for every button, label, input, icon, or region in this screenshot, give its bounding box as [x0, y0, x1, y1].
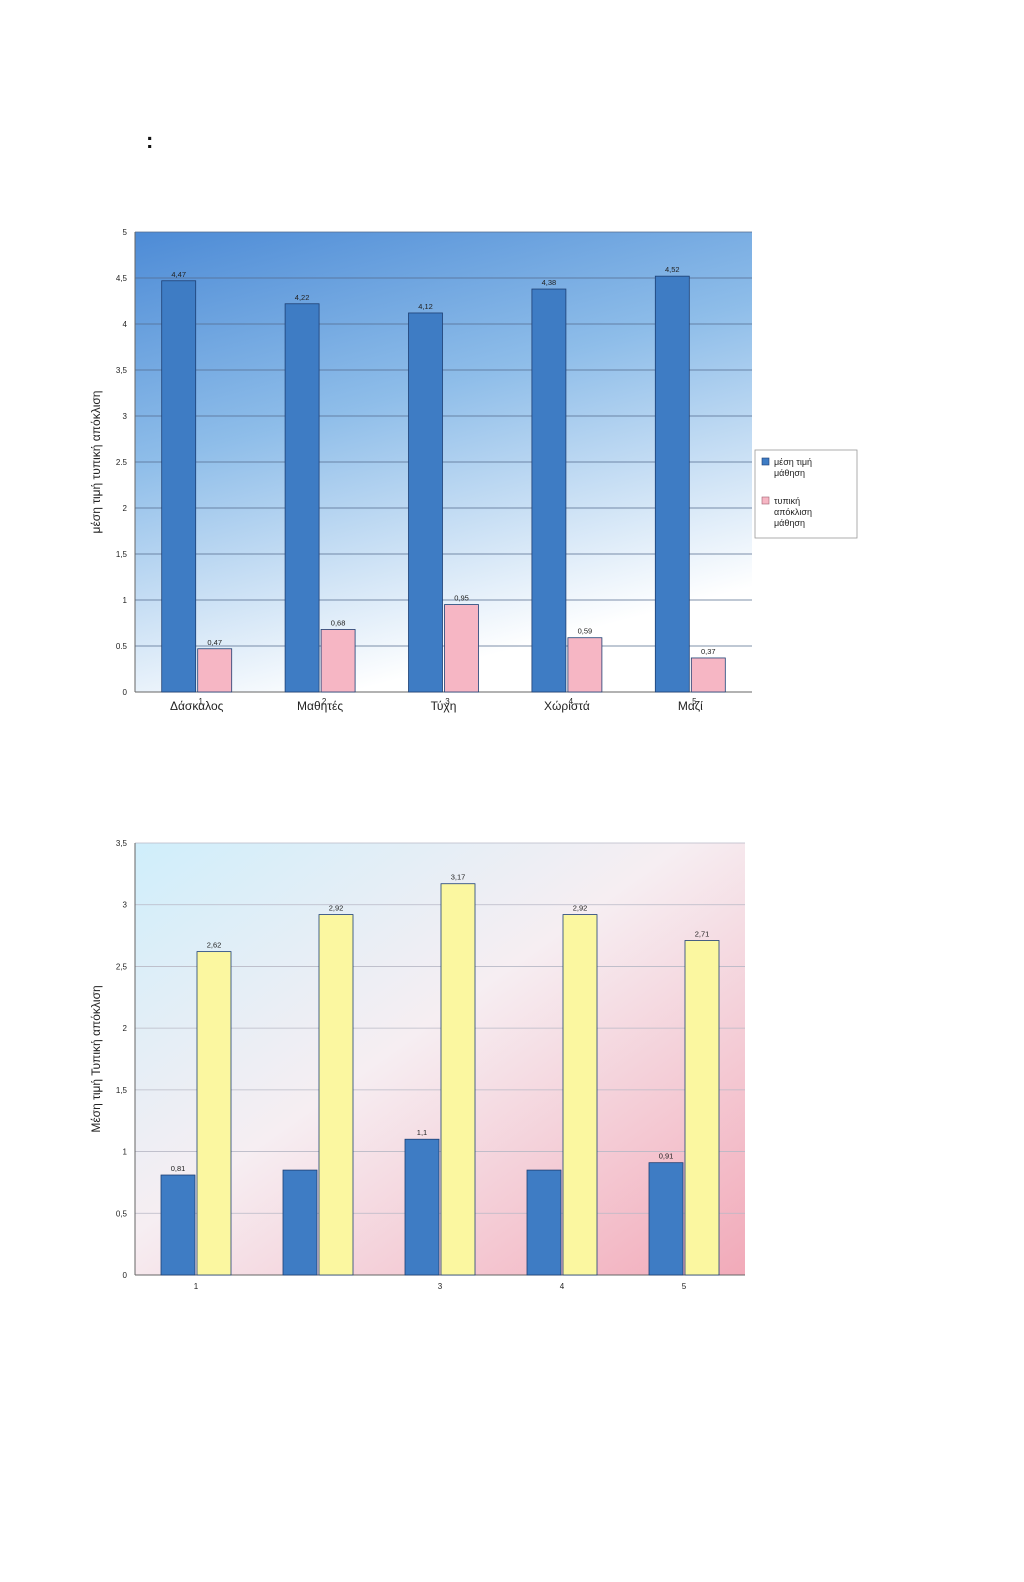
y-tick-label: 3,5: [116, 839, 128, 848]
bar-series1: [526, 1169, 562, 1276]
y-tick-label: 4: [123, 320, 128, 329]
y-tick-label: 3: [123, 412, 128, 421]
chart-learning-mean-sd: 00.511,522.533,544,554,470,47Δάσκαλος14,…: [89, 228, 858, 713]
bar-series2: [440, 883, 476, 1276]
x-category-number: 4: [569, 697, 574, 706]
bar-series1: [531, 288, 567, 693]
bar-series1: [654, 275, 690, 693]
bar-series2: [684, 940, 720, 1276]
y-tick-label: 1,5: [116, 550, 128, 559]
y-tick-label: 0.5: [116, 642, 128, 651]
x-category-label: Χώριστά: [544, 699, 590, 713]
legend-swatch-series2: [761, 496, 770, 505]
legend-swatch-series1: [761, 457, 770, 466]
bar-series2: [562, 914, 598, 1276]
data-label: 4,52: [665, 265, 680, 274]
data-label: 0,91: [659, 1152, 674, 1161]
bar-series2: [196, 951, 232, 1276]
x-tick-label: 3: [438, 1282, 443, 1291]
data-label: 0,59: [578, 627, 593, 636]
y-axis-label: Μέση τιμή Τυπική απόκλιση: [89, 985, 103, 1132]
y-tick-label: 1: [123, 596, 128, 605]
y-tick-label: 3: [123, 901, 128, 910]
y-tick-label: 0: [123, 1271, 128, 1280]
bar-series1: [408, 312, 443, 693]
data-label: 2,92: [573, 904, 588, 913]
legend: μέση τιμή μάθηση τυπική απόκλιση μάθηση: [754, 449, 858, 539]
x-category-label: Μαθητές: [297, 699, 343, 713]
bar-series1: [404, 1138, 440, 1276]
y-tick-label: 2: [123, 1024, 128, 1033]
data-label: 2,92: [329, 904, 344, 913]
data-label: 0,47: [207, 638, 222, 647]
y-tick-label: 5: [123, 228, 128, 237]
x-tick-label: 4: [560, 1282, 565, 1291]
y-tick-label: 4,5: [116, 274, 128, 283]
bar-series2: [320, 629, 356, 693]
x-category-number: 2: [322, 697, 327, 706]
y-tick-label: 3,5: [116, 366, 128, 375]
x-tick-label: 1: [194, 1282, 199, 1291]
x-category-label: Μαζί: [678, 699, 703, 713]
data-label: 0,68: [331, 618, 346, 627]
data-label: 1,1: [417, 1128, 427, 1137]
legend-label-series1: μέση τιμή μάθηση: [774, 457, 812, 478]
y-tick-label: 2.5: [116, 458, 128, 467]
bar-series2: [318, 914, 354, 1276]
data-label: 0,95: [454, 594, 469, 603]
data-label: 4,22: [295, 293, 310, 302]
x-tick-label: 5: [682, 1282, 687, 1291]
legend-label-series2: τυπική απόκλιση μάθηση: [774, 496, 812, 528]
data-label: 0,81: [171, 1164, 186, 1173]
data-label: 3,17: [451, 873, 466, 882]
page-title: :: [146, 128, 154, 153]
y-axis-label: μέση τιμή τυπική απόκλιση: [89, 391, 103, 534]
y-tick-label: 0,5: [116, 1209, 128, 1218]
x-category-number: 1: [198, 697, 203, 706]
data-label: 4,38: [542, 278, 557, 287]
bar-series2: [444, 604, 479, 693]
data-label: 2,62: [207, 941, 222, 950]
bar-series2: [197, 648, 233, 693]
x-category-number: 3: [445, 697, 450, 706]
y-tick-label: 2,5: [116, 962, 128, 971]
bar-series1: [648, 1162, 684, 1276]
bar-series1: [161, 280, 197, 693]
data-label: 0,37: [701, 647, 716, 656]
legend-box: [754, 449, 858, 539]
plot-area: [135, 843, 745, 1275]
bar-series1: [160, 1174, 196, 1276]
bar-series1: [282, 1169, 318, 1276]
x-category-label: Δάσκαλος: [170, 699, 224, 713]
data-label: 2,71: [695, 930, 710, 939]
y-tick-label: 2: [123, 504, 128, 513]
x-category-number: 5: [692, 697, 697, 706]
y-tick-label: 1: [123, 1148, 128, 1157]
bar-series2: [690, 657, 726, 693]
y-tick-label: 0: [123, 688, 128, 697]
bar-series1: [284, 303, 320, 693]
data-label: 4,47: [171, 270, 186, 279]
bar-series2: [567, 637, 603, 693]
y-tick-label: 1,5: [116, 1086, 128, 1095]
x-category-label: Τύχη: [431, 699, 457, 713]
data-label: 4,12: [418, 302, 433, 311]
